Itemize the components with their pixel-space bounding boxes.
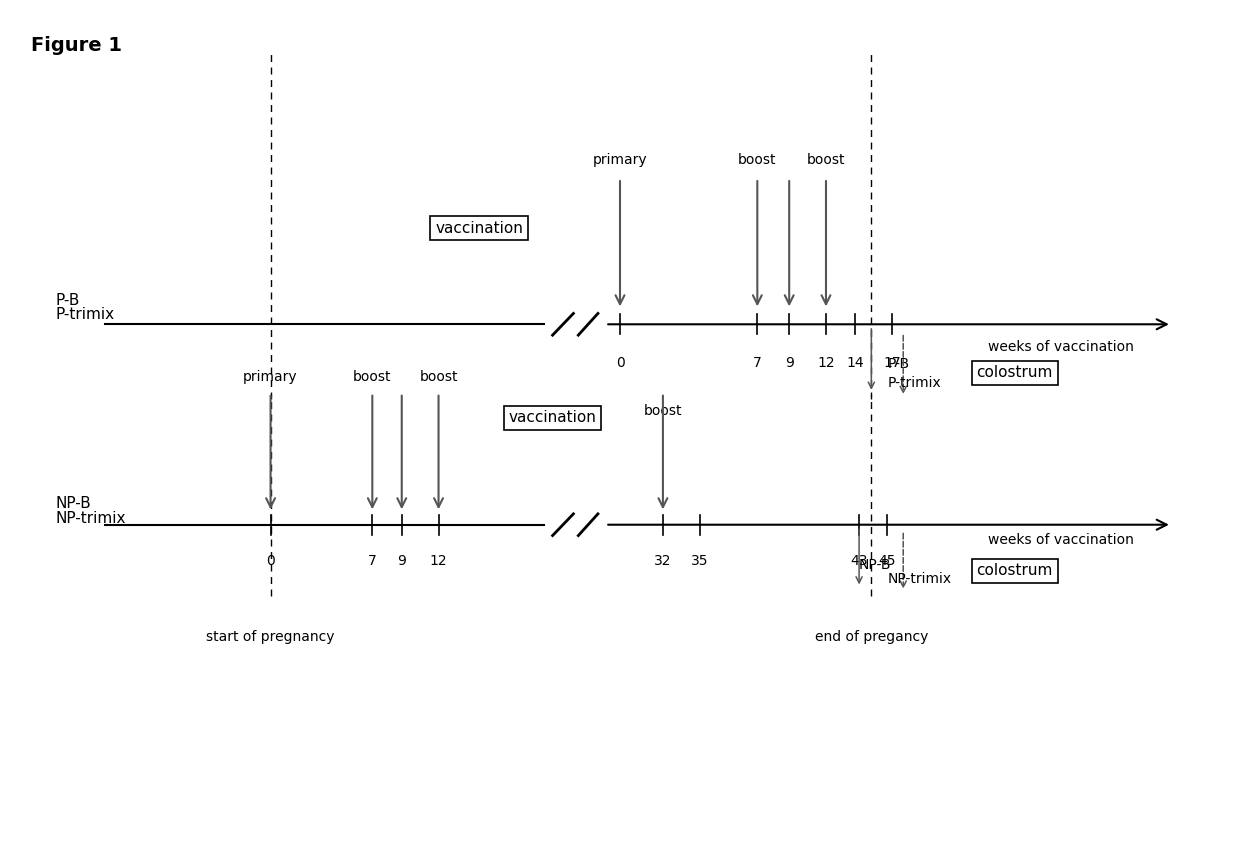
Text: colostrum: colostrum bbox=[977, 365, 1053, 380]
Text: 0: 0 bbox=[267, 554, 275, 568]
Text: boost: boost bbox=[738, 154, 776, 167]
Text: Figure 1: Figure 1 bbox=[31, 37, 123, 55]
Text: 7: 7 bbox=[368, 554, 377, 568]
Text: 9: 9 bbox=[785, 356, 794, 370]
Text: 14: 14 bbox=[847, 356, 864, 370]
Text: primary: primary bbox=[243, 370, 298, 385]
Text: NP-B: NP-B bbox=[56, 497, 92, 511]
Text: P-B: P-B bbox=[56, 294, 81, 308]
Text: boost: boost bbox=[419, 370, 458, 385]
Text: 43: 43 bbox=[851, 554, 868, 568]
Text: vaccination: vaccination bbox=[435, 221, 523, 236]
Text: 32: 32 bbox=[655, 554, 672, 568]
Text: P-trimix: P-trimix bbox=[56, 306, 115, 322]
Text: weeks of vaccination: weeks of vaccination bbox=[988, 532, 1133, 547]
Text: colostrum: colostrum bbox=[977, 563, 1053, 578]
Text: boost: boost bbox=[807, 154, 846, 167]
Text: 0: 0 bbox=[615, 356, 625, 370]
Text: P-trimix: P-trimix bbox=[888, 376, 941, 390]
Text: vaccination: vaccination bbox=[508, 410, 596, 425]
Text: 9: 9 bbox=[397, 554, 407, 568]
Text: 45: 45 bbox=[879, 554, 897, 568]
Text: 35: 35 bbox=[691, 554, 708, 568]
Text: 17: 17 bbox=[883, 356, 901, 370]
Text: NP-trimix: NP-trimix bbox=[888, 572, 951, 586]
Text: start of pregnancy: start of pregnancy bbox=[206, 631, 335, 644]
Text: NP-trimix: NP-trimix bbox=[56, 510, 126, 526]
Text: weeks of vaccination: weeks of vaccination bbox=[988, 340, 1133, 354]
Text: 12: 12 bbox=[430, 554, 448, 568]
Text: NP-B: NP-B bbox=[859, 558, 892, 571]
Text: 12: 12 bbox=[817, 356, 835, 370]
Text: 7: 7 bbox=[753, 356, 761, 370]
Text: end of pregancy: end of pregancy bbox=[815, 631, 928, 644]
Text: P-B: P-B bbox=[888, 357, 909, 371]
Text: boost: boost bbox=[353, 370, 392, 385]
Text: primary: primary bbox=[593, 154, 647, 167]
Text: boost: boost bbox=[644, 404, 682, 418]
